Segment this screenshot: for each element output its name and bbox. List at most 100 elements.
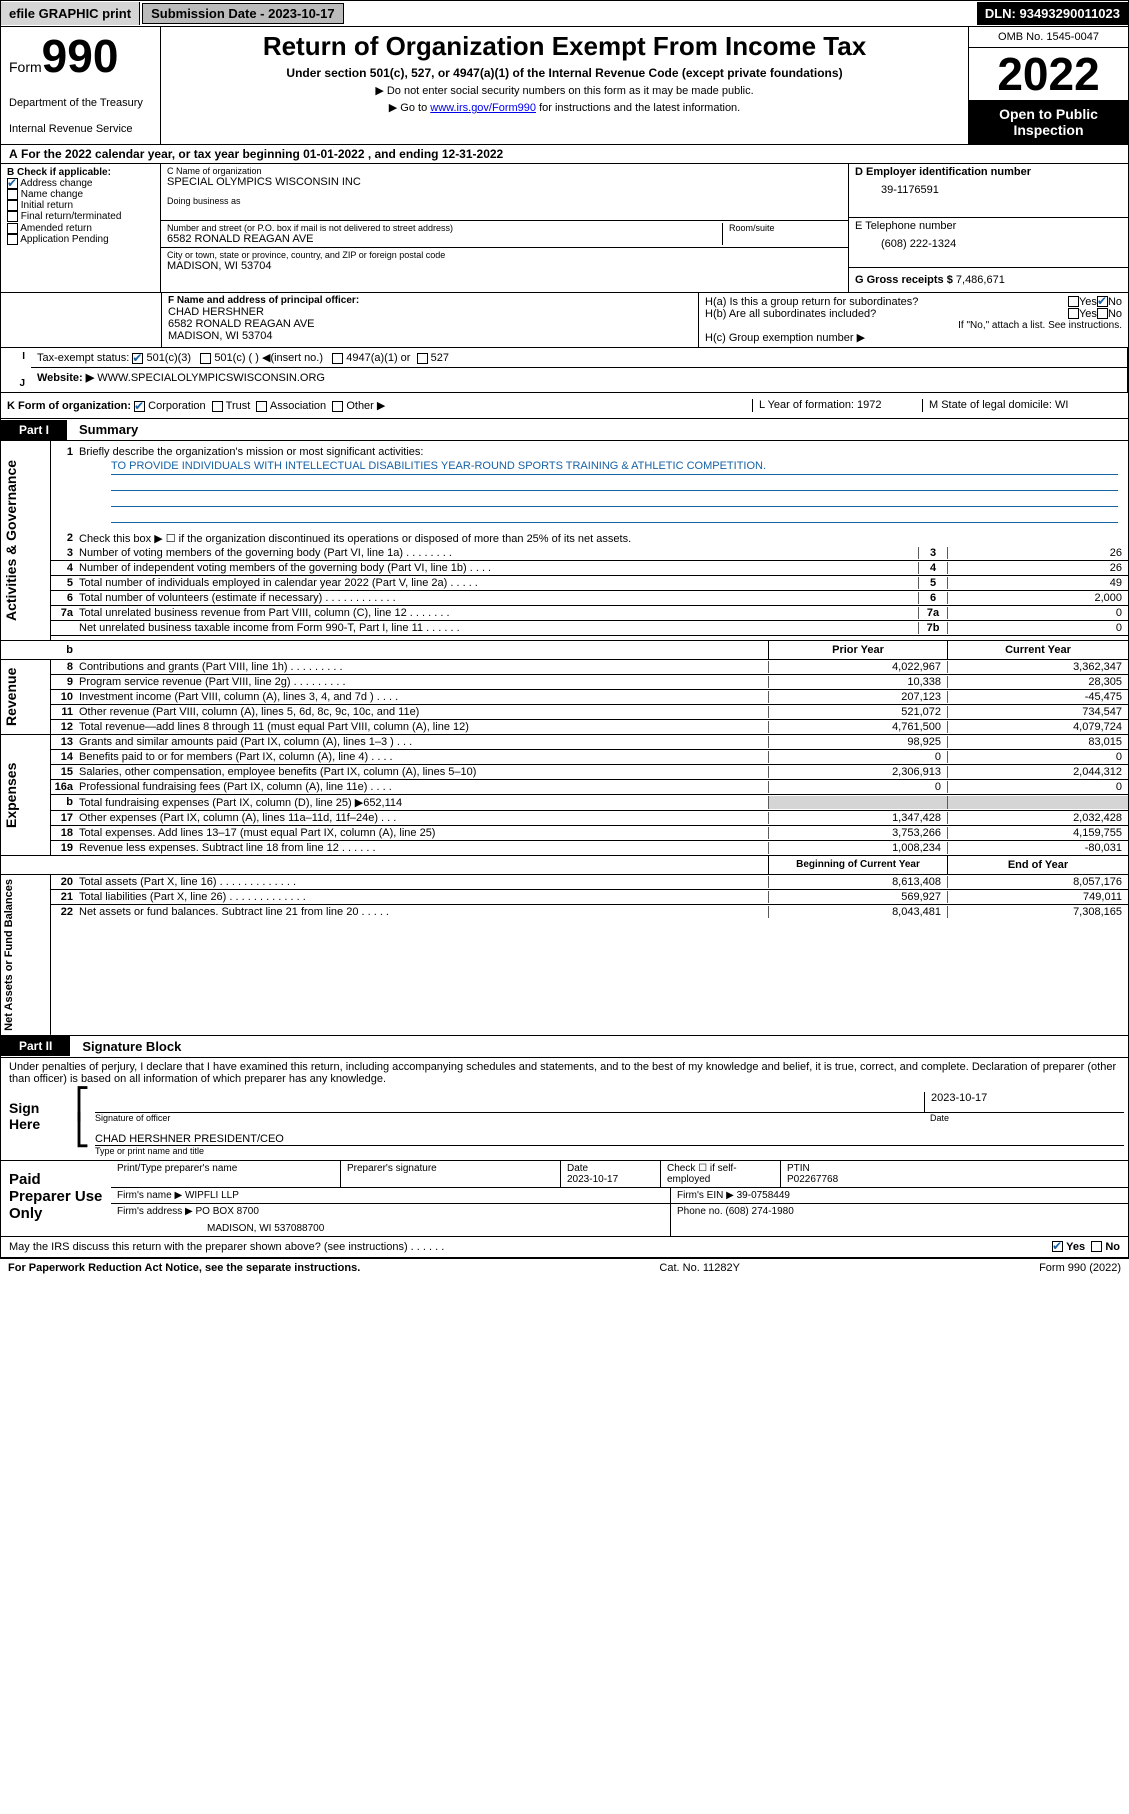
firm-name: WIPFLI LLP [185,1190,239,1201]
b-checkbox-4[interactable] [7,223,18,234]
prior-year-hdr: Prior Year [768,641,948,659]
ha-no-checkbox[interactable] [1097,296,1108,307]
ptin: P02267768 [787,1174,838,1185]
prep-name-label: Print/Type preparer's name [117,1163,237,1174]
irs-link[interactable]: www.irs.gov/Form990 [430,102,536,114]
addr-label: Number and street (or P.O. box if mail i… [167,223,722,233]
end-year-hdr: End of Year [948,856,1128,874]
ha-yes: Yes [1079,296,1097,308]
dba-label: Doing business as [167,196,842,206]
part-i-title: Summary [67,419,150,440]
irs-label: Internal Revenue Service [9,123,152,135]
prep-date: 2023-10-17 [567,1174,618,1185]
sig-label: Signature of officer [95,1113,924,1123]
penalty-text: Under penalties of perjury, I declare th… [0,1058,1129,1088]
prep-date-label: Date [567,1163,588,1174]
form-number: 990 [42,30,119,82]
city-label: City or town, state or province, country… [167,250,842,260]
note-1: ▶ Do not enter social security numbers o… [165,84,964,97]
i-label: Tax-exempt status: [37,352,129,364]
firm-label: Firm's name ▶ [117,1190,182,1201]
trust-checkbox[interactable] [212,401,223,412]
corp: Corporation [148,400,205,412]
street-address: 6582 RONALD REAGAN AVE [167,233,722,245]
firm-phone-label: Phone no. [677,1206,723,1217]
officer-city: MADISON, WI 53704 [168,330,692,342]
revenue-section: Revenue 8Contributions and grants (Part … [0,660,1129,735]
begin-year-hdr: Beginning of Current Year [768,856,948,874]
discuss-no-checkbox[interactable] [1091,1241,1102,1252]
corp-checkbox[interactable] [134,401,145,412]
tax-year: 2022 [969,48,1128,100]
discuss-yes-checkbox[interactable] [1052,1241,1063,1252]
m-state: M State of legal domicile: WI [922,399,1122,412]
paid-preparer-label: Paid Preparer Use Only [1,1161,111,1236]
q1: Briefly describe the organization's miss… [79,446,1128,458]
rev-header-row: b Prior Year Current Year [0,641,1129,660]
officer-addr: 6582 RONALD REAGAN AVE [168,318,692,330]
line-A: A For the 2022 calendar year, or tax yea… [0,145,1129,164]
org-name: SPECIAL OLYMPICS WISCONSIN INC [167,176,842,188]
note-2-pre: ▶ Go to [389,102,430,114]
hb-yes-checkbox[interactable] [1068,308,1079,319]
part-ii-header: Part II Signature Block [0,1036,1129,1058]
note-2-post: for instructions and the latest informat… [536,102,740,114]
k-label: K Form of organization: [7,400,131,412]
gross-receipts: 7,486,671 [956,274,1005,286]
firm-phone: (608) 274-1980 [725,1206,793,1217]
d-label: D Employer identification number [855,166,1122,178]
e-label: E Telephone number [855,220,1122,232]
discuss-yes: Yes [1066,1241,1085,1253]
form-subtitle: Under section 501(c), 527, or 4947(a)(1)… [165,66,964,80]
assoc: Association [270,400,326,412]
hb-yes: Yes [1079,308,1097,320]
net-header-row: Beginning of Current Year End of Year [0,856,1129,875]
dln-label: DLN: 93493290011023 [977,2,1128,25]
rev-hdr-b: b [51,641,79,659]
dba-value [167,206,842,220]
firm-addr-label: Firm's address ▶ [117,1206,193,1217]
self-emp-label: Check ☐ if self-employed [667,1163,737,1185]
b-checkbox-3[interactable] [7,211,18,222]
527: 527 [431,352,449,364]
hb-note: If "No," attach a list. See instructions… [705,320,1122,331]
form-990-label: Form 990 (2022) [1039,1262,1121,1274]
block-F-H: F Name and address of principal officer:… [0,293,1129,348]
side-net: Net Assets or Fund Balances [1,875,51,1035]
bracket-icon: ⎡⎣ [75,1092,95,1156]
527-checkbox[interactable] [417,353,428,364]
sign-date: 2023-10-17 [924,1092,1124,1112]
submission-date-button[interactable]: Submission Date - 2023-10-17 [142,3,344,24]
page-footer: For Paperwork Reduction Act Notice, see … [0,1259,1129,1277]
discuss-question: May the IRS discuss this return with the… [9,1241,1052,1253]
q2: Check this box ▶ ☐ if the organization d… [79,532,1128,545]
hc-label: H(c) Group exemption number ▶ [705,331,1122,344]
mission-text: TO PROVIDE INDIVIDUALS WITH INTELLECTUAL… [111,459,1118,475]
type-label: Type or print name and title [95,1146,1124,1156]
date-label: Date [924,1113,1124,1123]
b-checkbox-0[interactable] [7,178,18,189]
b-checkbox-2[interactable] [7,200,18,211]
omb-number: OMB No. 1545-0047 [969,27,1128,48]
other-checkbox[interactable] [332,401,343,412]
assoc-checkbox[interactable] [256,401,267,412]
checkbox-column: B Check if applicable: Address change Na… [1,164,161,292]
room-label: Room/suite [729,223,842,233]
firm-ein-label: Firm's EIN ▶ [677,1190,734,1201]
501c-checkbox[interactable] [200,353,211,364]
mission-blank-1 [111,475,1118,491]
officer-sig-name: CHAD HERSHNER PRESIDENT/CEO [95,1133,1124,1146]
b-checkbox-5[interactable] [7,234,18,245]
preparer-block: Paid Preparer Use Only Print/Type prepar… [0,1161,1129,1237]
mission-blank-2 [111,491,1118,507]
b-checkbox-1[interactable] [7,189,18,200]
4947: 4947(a)(1) or [346,352,410,364]
ha-yes-checkbox[interactable] [1068,296,1079,307]
501c3-checkbox[interactable] [132,353,143,364]
efile-label: efile GRAPHIC print [1,2,140,25]
ha-no: No [1108,296,1122,308]
4947-checkbox[interactable] [332,353,343,364]
hb-no-checkbox[interactable] [1097,308,1108,319]
sign-here-label: Sign Here [1,1088,71,1160]
side-expenses: Expenses [1,735,51,855]
